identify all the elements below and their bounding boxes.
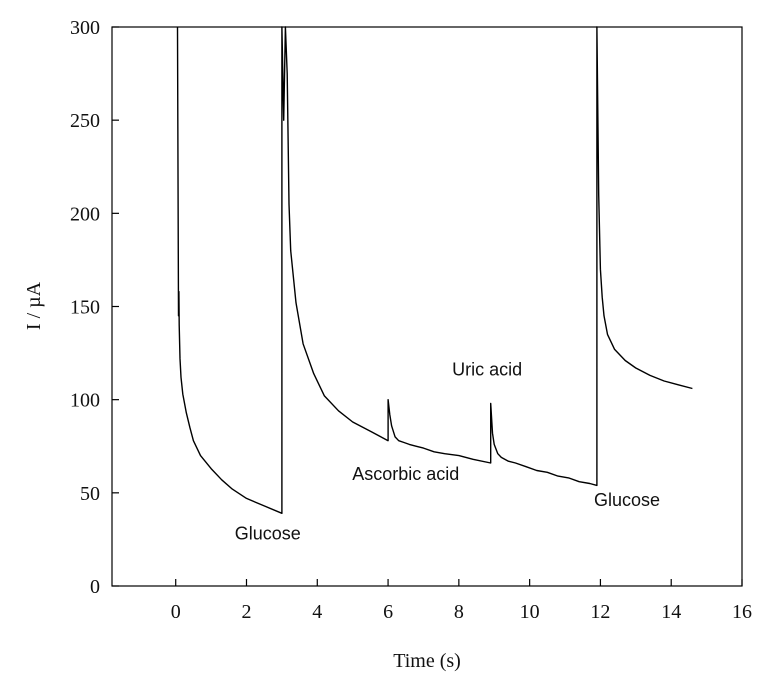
x-tick-label: 0 — [171, 601, 181, 623]
y-tick-label: 300 — [70, 17, 100, 39]
annotation-label: Ascorbic acid — [352, 464, 459, 484]
annotation-label: Uric acid — [452, 359, 522, 379]
x-tick-label: 8 — [454, 601, 464, 623]
y-axis-label: I / µA — [23, 281, 45, 330]
y-tick-label: 200 — [70, 203, 100, 225]
y-tick-label: 100 — [70, 390, 100, 412]
annotations: Glucose Ascorbic acid Uric acid Glucose — [235, 359, 660, 543]
y-tick-label: 0 — [90, 576, 100, 598]
annotation-label: Glucose — [594, 490, 660, 510]
y-axis: 0 50 100 150 200 250 300 — [70, 17, 119, 598]
x-tick-label: 16 — [732, 601, 752, 623]
current-series-line — [176, 26, 693, 514]
x-tick-label: 12 — [590, 601, 610, 623]
y-tick-label: 250 — [70, 110, 100, 132]
x-tick-label: 10 — [520, 601, 540, 623]
x-tick-label: 14 — [661, 601, 681, 623]
y-tick-label: 150 — [70, 297, 100, 319]
x-tick-label: 4 — [312, 601, 322, 623]
x-tick-label: 6 — [383, 601, 393, 623]
x-tick-label: 2 — [241, 601, 251, 623]
annotation-label: Glucose — [235, 523, 301, 543]
y-tick-label: 50 — [80, 483, 100, 505]
x-axis: 0 2 4 6 8 10 12 14 16 — [171, 579, 752, 623]
x-axis-label: Time (s) — [393, 650, 461, 672]
